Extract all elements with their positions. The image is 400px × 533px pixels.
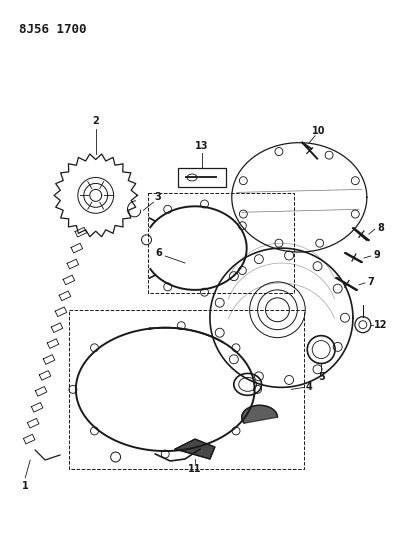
Text: 13: 13 (195, 141, 209, 151)
Text: 3: 3 (154, 192, 161, 203)
Text: 8: 8 (377, 223, 384, 233)
Text: 8J56 1700: 8J56 1700 (19, 23, 87, 36)
Bar (178, 167, 226, 188)
Text: 1: 1 (22, 481, 28, 491)
Text: 2: 2 (92, 116, 99, 126)
Text: 11: 11 (188, 464, 202, 474)
Text: 7: 7 (368, 277, 374, 287)
Text: 5: 5 (318, 373, 324, 382)
Text: 12: 12 (374, 320, 388, 330)
Text: 4: 4 (306, 382, 313, 392)
Text: 10: 10 (312, 126, 326, 136)
Text: 9: 9 (373, 250, 380, 260)
Text: 6: 6 (155, 248, 162, 258)
Polygon shape (175, 439, 215, 459)
Polygon shape (242, 405, 278, 423)
